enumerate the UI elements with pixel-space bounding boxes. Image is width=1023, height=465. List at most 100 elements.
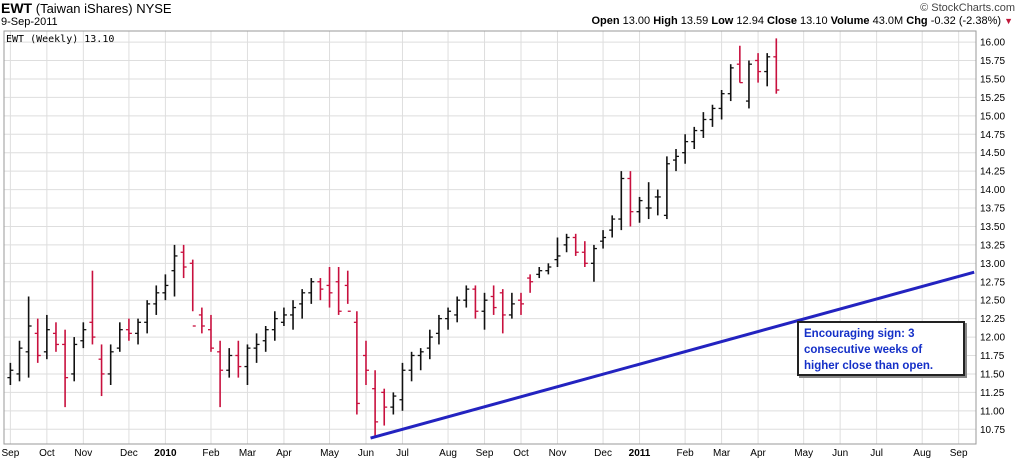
x-tick-label: Aug bbox=[913, 448, 931, 459]
exchange-name: NYSE bbox=[136, 1, 172, 16]
ohlc-bars bbox=[7, 38, 780, 437]
ohlc-bar bbox=[362, 340, 369, 385]
ohlc-bar bbox=[107, 344, 114, 385]
ohlc-bar bbox=[736, 45, 743, 84]
ohlc-bar bbox=[34, 318, 41, 363]
low-label: Low bbox=[711, 15, 734, 27]
low-value: 12.94 bbox=[736, 15, 764, 27]
ohlc-bar bbox=[745, 60, 752, 109]
x-tick-label: May bbox=[320, 448, 339, 459]
x-tick-label: Oct bbox=[513, 448, 529, 459]
down-arrow-icon: ▼ bbox=[1004, 16, 1013, 26]
ohlc-bar bbox=[663, 156, 670, 220]
x-tick-label: Sep bbox=[950, 448, 968, 459]
ohlc-bar bbox=[198, 307, 205, 334]
ohlc-bar bbox=[481, 292, 488, 330]
ohlc-bar bbox=[445, 307, 452, 330]
ticker-name: (Taiwan iShares) bbox=[35, 1, 133, 16]
ohlc-bar bbox=[144, 300, 151, 334]
ohlc-bar bbox=[189, 259, 196, 327]
ohlc-bar bbox=[162, 274, 169, 301]
volume-label: Volume bbox=[830, 15, 870, 27]
ohlc-bar bbox=[344, 270, 351, 312]
ohlc-bar bbox=[554, 237, 561, 267]
ohlc-bar bbox=[180, 244, 187, 279]
ohlc-bar bbox=[125, 318, 132, 341]
series-label: EWT (Weekly) 13.10 bbox=[6, 34, 114, 45]
ohlc-bar bbox=[463, 285, 470, 308]
y-tick-label: 15.75 bbox=[980, 56, 1005, 67]
ohlc-bar bbox=[718, 90, 725, 120]
ohlc-bar bbox=[435, 314, 442, 345]
ohlc-bar bbox=[7, 362, 14, 385]
ohlc-bar bbox=[308, 278, 315, 304]
x-tick-label: Jun bbox=[832, 448, 848, 459]
y-tick-label: 12.00 bbox=[980, 333, 1005, 344]
x-tick-label: Jul bbox=[396, 448, 409, 459]
ohlc-bar bbox=[499, 289, 506, 334]
y-tick-label: 12.75 bbox=[980, 277, 1005, 288]
x-axis-ticks: Sep Oct Nov Dec 2010 Feb Mar Apr May Jun Jul Aug Sep… bbox=[1, 448, 968, 459]
ohlc-bar bbox=[52, 322, 59, 352]
ohlc-bar bbox=[645, 182, 652, 220]
ohlc-bar bbox=[98, 344, 105, 397]
ohlc-bar bbox=[636, 196, 643, 223]
x-tick-label: Jul bbox=[870, 448, 883, 459]
x-tick-label: Apr bbox=[276, 448, 292, 459]
volume-value: 43.0M bbox=[872, 15, 904, 27]
x-tick-label: Sep bbox=[1, 448, 19, 459]
plot-frame bbox=[3, 30, 977, 445]
y-tick-label: 11.25 bbox=[980, 388, 1005, 399]
ohlc-bar bbox=[71, 337, 78, 382]
x-tick-label: Aug bbox=[439, 448, 457, 459]
y-tick-label: 13.00 bbox=[980, 259, 1005, 270]
ohlc-bar bbox=[271, 311, 278, 341]
ohlc-bar bbox=[673, 149, 680, 172]
ohlc-bar bbox=[80, 322, 87, 349]
y-tick-label: 14.50 bbox=[980, 148, 1005, 159]
y-tick-label: 12.25 bbox=[980, 314, 1005, 325]
ohlc-bar bbox=[408, 351, 415, 382]
ohlc-bar bbox=[682, 134, 689, 164]
chg-label: Chg bbox=[906, 15, 928, 27]
ohlc-bar bbox=[527, 274, 534, 293]
support-trendline bbox=[370, 270, 975, 440]
ohlc-bar bbox=[171, 244, 178, 297]
ohlc-bar bbox=[691, 126, 698, 149]
ohlc-bar bbox=[280, 307, 287, 326]
x-tick-label: Oct bbox=[39, 448, 55, 459]
ohlc-bar bbox=[235, 340, 242, 378]
y-tick-label: 11.00 bbox=[980, 406, 1005, 417]
ohlc-bar bbox=[353, 311, 360, 415]
ohlc-bar bbox=[25, 296, 32, 378]
open-label: Open bbox=[591, 15, 620, 27]
brand-watermark: © StockCharts.com bbox=[920, 2, 1015, 14]
x-tick-label: Apr bbox=[750, 448, 766, 459]
high-value: 13.59 bbox=[680, 15, 709, 27]
x-tick-label: Feb bbox=[202, 448, 220, 459]
ohlc-bar bbox=[207, 314, 214, 352]
ticker-title: EWT (Taiwan iShares) NYSE bbox=[1, 0, 172, 16]
ohlc-bar bbox=[317, 278, 324, 301]
annotation-box: Encouraging sign: 3 consecutive weeks of… bbox=[797, 321, 965, 376]
x-tick-label: Nov bbox=[74, 448, 92, 459]
ohlc-bar bbox=[135, 318, 142, 345]
ohlc-bar bbox=[417, 348, 424, 371]
ohlc-bar bbox=[609, 215, 616, 238]
ohlc-bar bbox=[709, 104, 716, 127]
y-tick-label: 14.00 bbox=[980, 185, 1005, 196]
ohlc-bar bbox=[764, 53, 771, 87]
x-tick-label: May bbox=[794, 448, 813, 459]
ohlc-bar bbox=[518, 292, 525, 315]
chart-date: 9-Sep-2011 bbox=[1, 16, 58, 28]
ohlc-bar bbox=[290, 300, 297, 330]
ohlc-bar bbox=[89, 270, 96, 345]
ohlc-bar bbox=[545, 263, 552, 275]
ohlc-bar bbox=[600, 230, 607, 249]
ohlc-bar bbox=[116, 322, 123, 352]
open-value: 13.00 bbox=[622, 15, 651, 27]
ohlc-bar bbox=[326, 267, 333, 308]
x-tick-label: Jun bbox=[358, 448, 374, 459]
ohlc-bar bbox=[508, 292, 515, 319]
